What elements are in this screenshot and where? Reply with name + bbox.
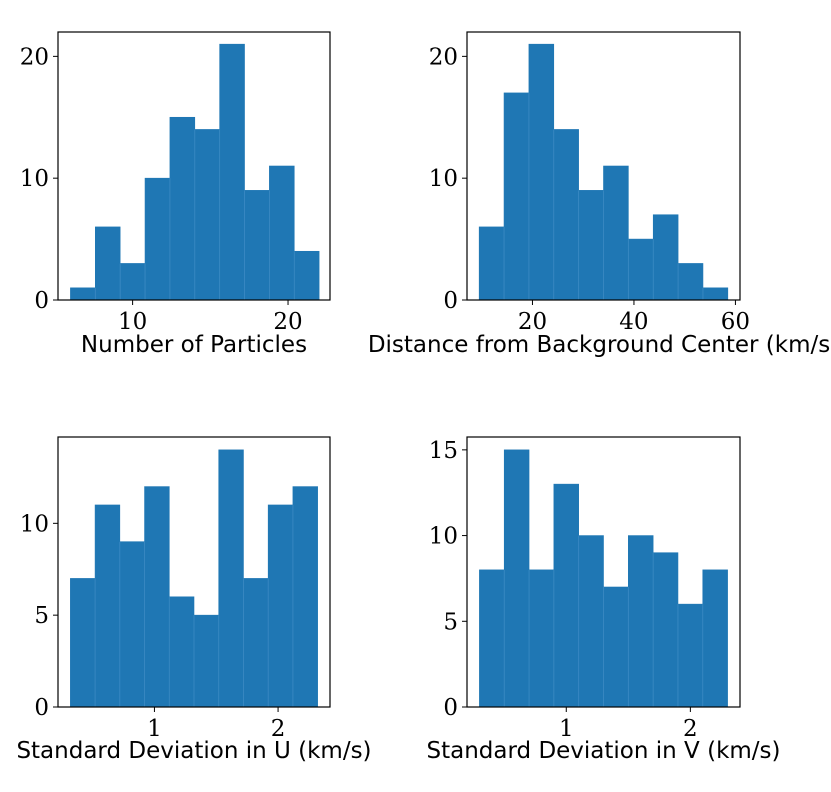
x-axis-label: Standard Deviation in V (km/s) xyxy=(427,738,781,764)
histogram-bar xyxy=(269,165,295,301)
x-axis-label: Distance from Background Center (km/s) xyxy=(368,332,831,358)
histogram-bar xyxy=(628,238,654,301)
histogram-bar xyxy=(503,449,530,708)
x-axis-label: Standard Deviation in U (km/s) xyxy=(16,738,371,764)
x-tick-label: 2 xyxy=(271,716,286,742)
histogram-bar xyxy=(603,586,629,708)
y-tick-label: 10 xyxy=(20,166,49,192)
y-tick-label: 0 xyxy=(34,695,49,721)
y-tick-label: 20 xyxy=(429,44,458,70)
histogram-bar xyxy=(70,287,96,301)
histogram-panel-std-v: 1 2 0 5 10 15 Standard Deviation in V (km/s) xyxy=(427,436,781,764)
y-tick-label: 0 xyxy=(34,288,49,314)
histogram-bar xyxy=(119,263,146,301)
y-tick-label: 15 xyxy=(429,438,458,464)
axes-frame xyxy=(466,436,741,708)
x-tick-label: 10 xyxy=(118,309,147,335)
histogram-bar xyxy=(169,116,196,301)
x-tick-label: 40 xyxy=(619,309,648,335)
x-tick-label: 20 xyxy=(518,309,547,335)
axes-frame xyxy=(57,436,331,708)
y-tick-label: 0 xyxy=(443,695,458,721)
histogram-bar xyxy=(193,614,220,708)
histogram-bar xyxy=(168,596,195,708)
y-tick-label: 10 xyxy=(20,511,49,537)
histogram-bar xyxy=(702,287,729,301)
histogram-bar xyxy=(119,541,145,708)
x-tick-label: 1 xyxy=(559,716,574,742)
y-tick-label: 5 xyxy=(443,609,458,635)
y-tick-label: 5 xyxy=(34,603,49,629)
histogram-bar xyxy=(479,569,505,708)
histogram-bar xyxy=(244,190,270,301)
x-tick-label: 1 xyxy=(147,716,162,742)
histogram-bar xyxy=(243,578,269,708)
histogram-bar xyxy=(267,504,294,708)
x-tick-label: 20 xyxy=(273,309,302,335)
y-tick-label: 20 xyxy=(20,44,49,70)
y-tick-label: 0 xyxy=(443,288,458,314)
histogram-bar xyxy=(194,129,220,301)
y-tick-label: 10 xyxy=(429,524,458,550)
axes-frame xyxy=(466,31,741,301)
histogram-bar xyxy=(553,129,579,301)
histogram-panel-std-u: 1 2 0 5 10 Standard Deviation in U (km/s) xyxy=(16,436,372,764)
x-tick-label: 2 xyxy=(683,716,698,742)
histogram-bar xyxy=(553,483,579,708)
histogram-bar xyxy=(144,177,171,301)
histogram-bar xyxy=(94,504,121,708)
y-tick-label: 10 xyxy=(429,166,458,192)
histogram-bar xyxy=(293,250,320,301)
histogram-bar xyxy=(628,535,654,708)
histogram-bar xyxy=(95,226,121,301)
histogram-bar xyxy=(652,552,679,708)
histogram-bar xyxy=(478,226,505,301)
histogram-bar xyxy=(70,578,96,708)
histogram-bar xyxy=(603,165,629,301)
histogram-bar xyxy=(219,43,245,301)
histogram-bar xyxy=(292,486,318,708)
histogram-bar xyxy=(503,92,530,301)
histogram-bar xyxy=(528,569,555,708)
histogram-bar xyxy=(677,263,704,301)
histogram-bar xyxy=(578,190,604,301)
histogram-bar xyxy=(702,569,728,708)
histogram-bar xyxy=(677,603,704,708)
axes-frame xyxy=(57,31,331,301)
histogram-bar xyxy=(218,449,244,708)
histogram-bar xyxy=(652,214,679,301)
histogram-bar xyxy=(528,43,555,301)
histogram-bar xyxy=(578,535,604,708)
histogram-bar xyxy=(144,486,170,708)
x-axis-label: Number of Particles xyxy=(81,332,307,358)
x-tick-label: 60 xyxy=(721,309,750,335)
